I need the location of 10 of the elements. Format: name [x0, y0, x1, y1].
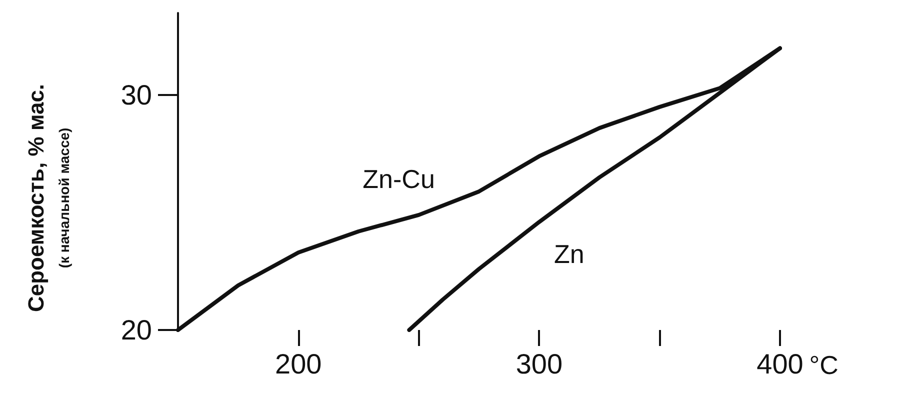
text: (к начальной массе) — [56, 128, 72, 268]
y-tick-label: 30 — [120, 80, 152, 111]
x-tick-label: 200 — [275, 348, 322, 380]
series-label: Zn — [554, 238, 584, 269]
series-label: Zn-Cu — [362, 164, 435, 194]
y-tick-label: 20 — [120, 314, 152, 346]
x-tick-label: 300 — [516, 348, 563, 380]
x-tick-label: 400 — [756, 348, 804, 380]
y-axis-title: Сероемкость, % мас. — [24, 84, 48, 312]
x-axis-title: °C — [809, 350, 838, 380]
